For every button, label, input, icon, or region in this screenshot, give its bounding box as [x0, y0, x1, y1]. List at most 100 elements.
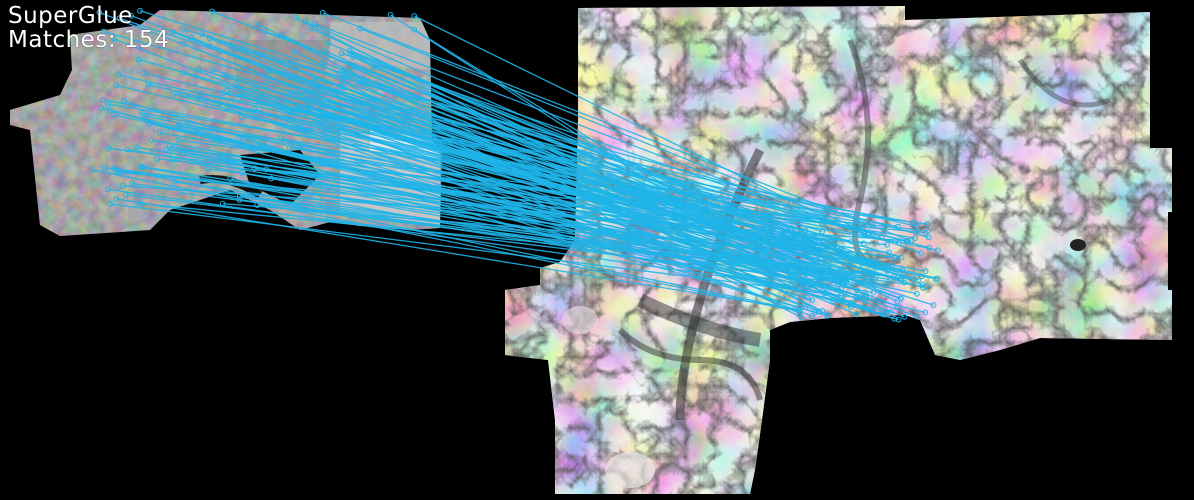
- keypoint-marker: [837, 247, 844, 253]
- match-line: [238, 138, 866, 298]
- keypoint-marker: [922, 309, 929, 316]
- match-line: [235, 83, 853, 277]
- keypoint-marker: [116, 72, 122, 78]
- keypoint-marker: [311, 20, 318, 27]
- keypoint-marker: [339, 78, 346, 85]
- keypoint-marker: [872, 265, 879, 271]
- keypoint-marker: [227, 176, 234, 182]
- match-line: [178, 125, 928, 225]
- keypoint-marker: [123, 192, 129, 198]
- keypoint-marker: [295, 105, 302, 112]
- keypoint-marker: [146, 120, 153, 127]
- keypoint-marker: [819, 308, 825, 314]
- keypoint-marker: [833, 220, 839, 226]
- keypoint-marker: [128, 12, 135, 19]
- match-line: [349, 52, 854, 305]
- keypoint-marker: [901, 313, 908, 320]
- keypoint-marker: [287, 107, 294, 114]
- keypoint-marker: [807, 253, 814, 260]
- keypoint-marker: [890, 273, 897, 280]
- keypoint-marker: [924, 221, 931, 228]
- keypoint-marker: [100, 97, 107, 103]
- keypoint-marker: [350, 51, 357, 57]
- keypoint-marker: [895, 223, 901, 230]
- keypoint-marker: [232, 81, 239, 88]
- keypoint-marker: [251, 87, 258, 93]
- keypoint-marker: [858, 260, 865, 267]
- keypoint-marker: [387, 12, 394, 18]
- keypoint-marker: [864, 257, 871, 264]
- keypoint-marker: [819, 228, 825, 235]
- keypoint-marker: [107, 201, 113, 208]
- keypoint-marker: [903, 237, 910, 244]
- match-line: [148, 83, 903, 271]
- keypoint-marker: [914, 290, 920, 297]
- keypoint-marker: [817, 278, 823, 285]
- keypoint-marker: [297, 144, 304, 151]
- keypoint-marker: [891, 254, 897, 261]
- keypoint-marker: [171, 90, 178, 97]
- keypoint-marker: [105, 145, 112, 152]
- keypoint-marker: [787, 282, 794, 289]
- keypoint-marker: [919, 281, 926, 288]
- keypoint-marker: [818, 220, 825, 227]
- keypoint-marker: [286, 144, 293, 151]
- keypoint-marker: [320, 9, 326, 16]
- keypoint-marker: [831, 239, 838, 246]
- keypoint-marker: [333, 116, 340, 122]
- keypoint-marker: [835, 281, 842, 288]
- keypoint-marker: [224, 87, 231, 94]
- keypoint-marker: [854, 287, 860, 294]
- keypoint-marker: [347, 50, 353, 56]
- keypoint-marker: [216, 100, 223, 107]
- keypoint-marker: [265, 68, 272, 75]
- keypoint-marker: [868, 221, 875, 227]
- keypoint-marker: [901, 279, 908, 286]
- keypoint-marker: [925, 234, 932, 241]
- keypoint-marker: [325, 40, 332, 47]
- keypoint-marker: [302, 18, 309, 25]
- keypoint-marker: [838, 254, 845, 261]
- keypoint-marker: [111, 111, 117, 118]
- keypoint-marker: [870, 271, 877, 277]
- keypoint-marker: [856, 251, 862, 258]
- keypoint-marker: [120, 97, 127, 104]
- keypoint-marker: [285, 114, 292, 121]
- keypoint-marker: [236, 90, 243, 97]
- keypoint-marker: [910, 219, 917, 226]
- match-line: [222, 202, 821, 252]
- keypoint-marker: [870, 230, 877, 237]
- match-line: [172, 158, 842, 290]
- keypoint-marker: [254, 202, 261, 209]
- keypoint-marker: [802, 246, 808, 252]
- keypoint-marker: [798, 314, 805, 321]
- keypoint-marker: [262, 28, 269, 35]
- keypoint-marker: [105, 101, 111, 107]
- keypoint-marker: [899, 273, 906, 280]
- keypoint-marker: [812, 309, 818, 316]
- keypoint-marker: [114, 168, 121, 174]
- keypoint-marker: [862, 294, 869, 301]
- keypoint-marker: [210, 67, 216, 73]
- keypoint-marker: [838, 292, 845, 299]
- keypoint-marker: [104, 186, 111, 193]
- keypoint-marker: [882, 311, 888, 318]
- keypoint-marker: [871, 257, 878, 264]
- keypoint-marker: [822, 255, 829, 262]
- keypoint-marker: [922, 229, 929, 236]
- keypoint-marker: [135, 56, 142, 63]
- keypoint-marker: [828, 238, 834, 245]
- keypoint-marker: [920, 284, 926, 291]
- keypoint-marker: [792, 306, 798, 313]
- keypoint-marker: [914, 313, 920, 320]
- keypoint-marker: [304, 95, 310, 102]
- keypoint-marker: [350, 54, 357, 60]
- keypoint-marker: [167, 143, 173, 149]
- keypoint-marker: [133, 144, 140, 151]
- keypoint-marker: [238, 169, 245, 176]
- keypoint-marker: [825, 312, 831, 319]
- keypoint-marker: [871, 282, 878, 289]
- keypoint-marker: [853, 294, 860, 301]
- keypoint-marker: [263, 166, 270, 173]
- keypoint-marker: [116, 15, 123, 22]
